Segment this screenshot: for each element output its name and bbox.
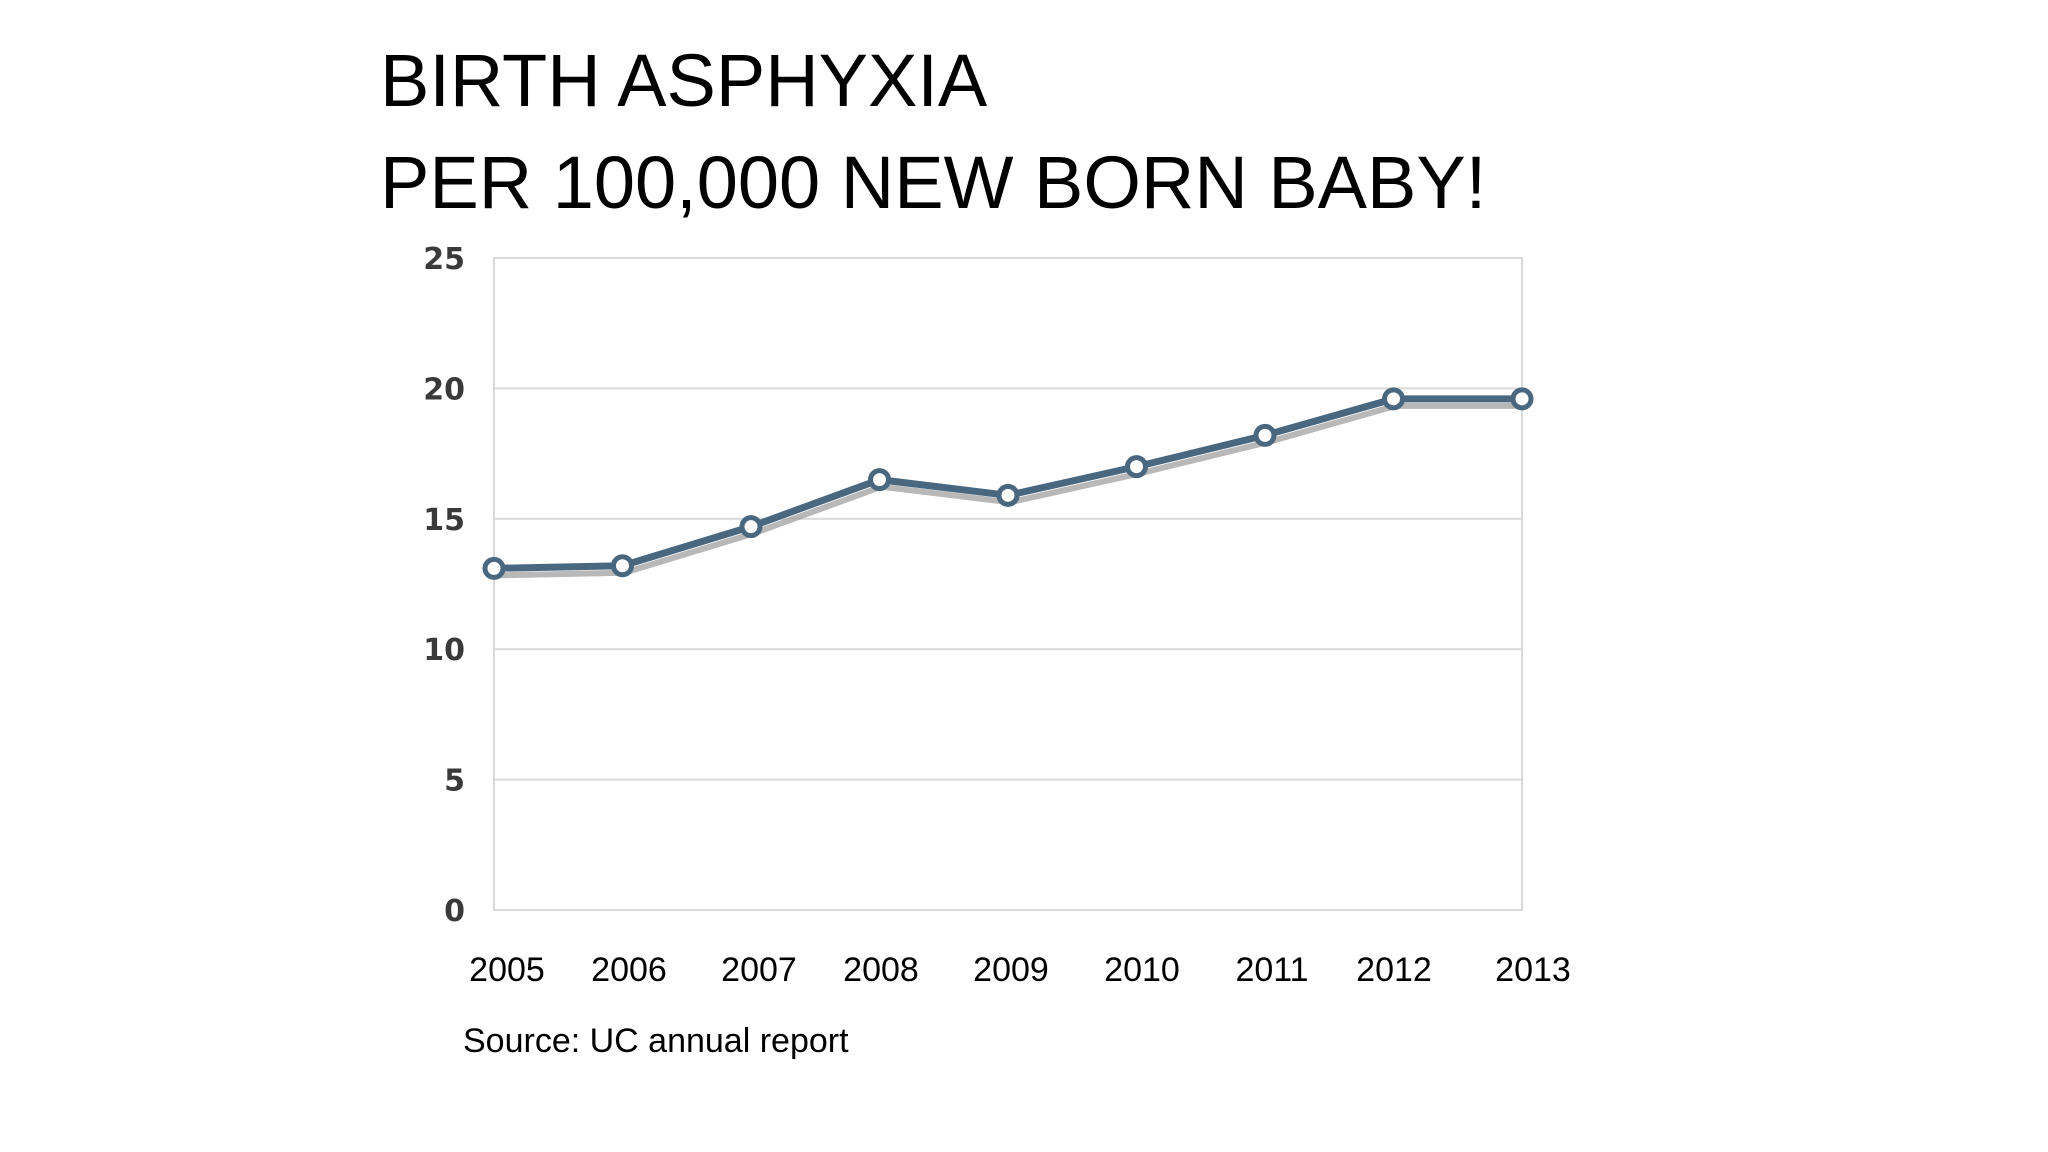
x-tick-label: 2010: [1104, 951, 1180, 989]
x-tick-label: 2011: [1235, 951, 1308, 989]
source-note: Source: UC annual report: [463, 1022, 849, 1060]
x-tick-label: 2007: [721, 951, 797, 989]
data-point: [1125, 455, 1148, 479]
y-tick-label: 20: [423, 372, 465, 407]
data-point: [611, 554, 634, 578]
y-tick-label: 0: [444, 894, 465, 929]
y-tick-label: 5: [444, 764, 465, 799]
plot-area-frame: [493, 257, 1523, 911]
y-tick-label: 10: [423, 633, 465, 668]
data-point: [1253, 423, 1277, 447]
x-tick-label: 2006: [591, 951, 667, 989]
data-point: [1382, 387, 1405, 411]
slide-title: BIRTH ASPHYXIA PER 100,000 NEW BORN BABY…: [380, 30, 1486, 234]
data-point: [868, 468, 891, 492]
slide-title-line-1: BIRTH ASPHYXIA: [380, 39, 988, 122]
x-tick-label: 2009: [973, 951, 1049, 989]
y-tick-label: 25: [423, 242, 465, 277]
data-point: [1510, 387, 1534, 411]
x-tick-label: 2013: [1495, 951, 1571, 989]
data-point: [739, 515, 763, 539]
x-tick-label: 2008: [843, 951, 919, 989]
x-tick-label: 2005: [469, 951, 545, 989]
series-line: [493, 395, 1522, 572]
slide-title-line-2: PER 100,000 NEW BORN BABY!: [380, 141, 1487, 224]
data-point: [482, 556, 506, 580]
data-point: [996, 483, 1020, 507]
y-tick-label: 15: [423, 503, 465, 538]
x-tick-label: 2012: [1356, 951, 1432, 989]
